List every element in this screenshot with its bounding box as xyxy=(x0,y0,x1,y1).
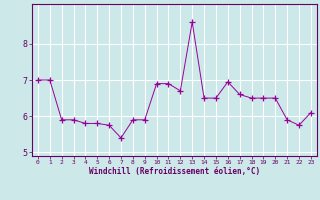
X-axis label: Windchill (Refroidissement éolien,°C): Windchill (Refroidissement éolien,°C) xyxy=(89,167,260,176)
